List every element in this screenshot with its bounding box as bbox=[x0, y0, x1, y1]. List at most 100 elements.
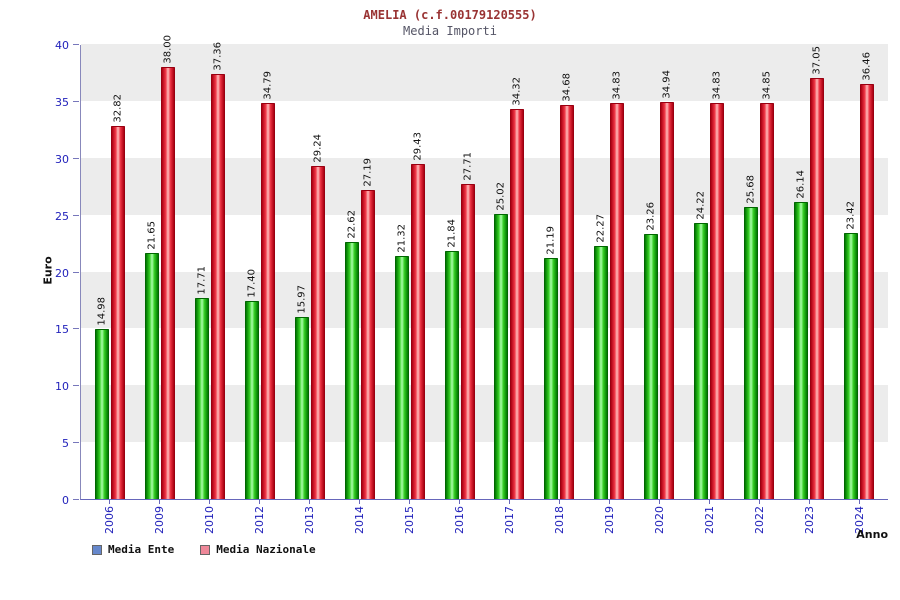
bar-group-2023: 26.14 37.05 bbox=[784, 45, 834, 499]
x-label-cell: 2018 bbox=[534, 500, 584, 543]
x-tick-mark bbox=[859, 500, 860, 504]
bar-column: 36.46 bbox=[860, 45, 875, 499]
bar-media-nazionale-2009 bbox=[160, 67, 175, 499]
bar-group-2015: 21.32 29.43 bbox=[385, 45, 435, 499]
bar-column: 38.00 bbox=[160, 35, 175, 499]
bar-group-2006: 14.98 32.82 bbox=[85, 45, 135, 499]
bar-column: 29.24 bbox=[310, 45, 325, 499]
x-tick-mark bbox=[609, 500, 610, 504]
legend-swatch-media-nazionale bbox=[200, 544, 211, 555]
x-tick-mark bbox=[159, 500, 160, 504]
y-tick-label: 35 bbox=[55, 95, 69, 109]
x-tick-label: 2006 bbox=[102, 506, 116, 534]
legend-item-media-ente: Media Ente bbox=[92, 543, 174, 556]
bar-group-2024: 23.42 36.46 bbox=[834, 45, 884, 499]
x-tick-label: 2012 bbox=[252, 506, 266, 534]
bar-value-label: 27.19 bbox=[362, 158, 374, 187]
bar-column: 22.62 bbox=[344, 45, 359, 499]
bar-media-nazionale-2014 bbox=[360, 190, 375, 499]
x-tick-label: 2019 bbox=[602, 506, 616, 534]
x-tick-label: 2013 bbox=[302, 506, 316, 534]
x-tick-mark bbox=[709, 500, 710, 504]
bar-column: 25.02 bbox=[494, 45, 509, 499]
x-tick-label: 2018 bbox=[552, 506, 566, 534]
x-tick-mark bbox=[509, 500, 510, 504]
bar-column: 27.71 bbox=[460, 45, 475, 499]
bar-group-2016: 21.84 27.71 bbox=[435, 45, 485, 499]
bar-column: 27.19 bbox=[360, 45, 375, 499]
bar-value-label: 37.05 bbox=[811, 46, 823, 75]
bar-column: 23.26 bbox=[644, 45, 659, 499]
bar-column: 32.82 bbox=[110, 45, 125, 499]
bar-media-nazionale-2023 bbox=[810, 78, 825, 499]
x-tick-mark bbox=[359, 500, 360, 504]
x-label-cell: 2010 bbox=[184, 500, 234, 543]
bar-value-label: 34.83 bbox=[611, 71, 623, 100]
x-label-cell: 2022 bbox=[734, 500, 784, 543]
bar-value-label: 23.42 bbox=[845, 201, 857, 230]
x-label-cell: 2015 bbox=[384, 500, 434, 543]
bar-column: 34.85 bbox=[760, 45, 775, 499]
legend-item-media-nazionale: Media Nazionale bbox=[200, 543, 316, 556]
chart-subtitle: Media Importi bbox=[403, 24, 497, 38]
bar-media-ente-2016 bbox=[444, 251, 459, 499]
x-label-cell: 2024 bbox=[834, 500, 884, 543]
bar-value-label: 25.68 bbox=[745, 175, 757, 204]
y-tick-mark bbox=[73, 271, 79, 273]
bar-column: 17.40 bbox=[244, 45, 259, 499]
bar-value-label: 24.22 bbox=[695, 191, 707, 220]
bar-value-label: 29.24 bbox=[312, 134, 324, 163]
bar-value-label: 22.27 bbox=[595, 214, 607, 243]
bar-media-ente-2012 bbox=[244, 301, 259, 499]
bar-media-ente-2023 bbox=[794, 202, 809, 499]
legend-swatch-media-ente bbox=[92, 544, 102, 555]
bar-media-nazionale-2021 bbox=[710, 103, 725, 499]
x-tick-label: 2009 bbox=[152, 506, 166, 534]
bar-column: 34.94 bbox=[660, 45, 675, 499]
bar-media-ente-2019 bbox=[594, 246, 609, 499]
bar-column: 34.68 bbox=[560, 45, 575, 499]
bar-media-nazionale-2024 bbox=[860, 84, 875, 499]
x-label-cell: 2017 bbox=[484, 500, 534, 543]
bar-group-2014: 22.62 27.19 bbox=[335, 45, 385, 499]
x-tick-mark bbox=[659, 500, 660, 504]
x-tick-label: 2015 bbox=[402, 506, 416, 534]
bar-value-label: 22.62 bbox=[346, 210, 358, 239]
bar-column: 29.43 bbox=[410, 45, 425, 499]
bar-group-2018: 21.19 34.68 bbox=[534, 45, 584, 499]
y-tick-mark bbox=[73, 44, 79, 45]
x-label-cell: 2016 bbox=[434, 500, 484, 543]
y-tick-label: 5 bbox=[62, 437, 69, 451]
y-tick-mark bbox=[73, 442, 79, 444]
x-tick-mark bbox=[209, 500, 210, 504]
bar-column: 34.79 bbox=[260, 45, 275, 499]
x-tick-mark bbox=[809, 500, 810, 504]
bar-value-label: 17.71 bbox=[196, 266, 208, 295]
bar-media-nazionale-2012 bbox=[260, 103, 275, 499]
x-label-cell: 2013 bbox=[284, 500, 334, 543]
bar-column: 14.98 bbox=[94, 45, 109, 499]
x-tick-mark bbox=[459, 500, 460, 504]
x-tick-mark bbox=[759, 500, 760, 504]
bar-media-nazionale-2017 bbox=[510, 109, 525, 499]
bar-value-label: 32.82 bbox=[112, 94, 124, 123]
y-tick-label: 30 bbox=[55, 152, 69, 166]
bar-value-label: 15.97 bbox=[296, 285, 308, 314]
bar-value-label: 34.85 bbox=[761, 71, 773, 100]
bar-group-2019: 22.27 34.83 bbox=[584, 45, 634, 499]
bar-group-2021: 24.22 34.83 bbox=[684, 45, 734, 499]
y-tick-mark bbox=[73, 214, 79, 216]
x-tick-label: 2023 bbox=[802, 506, 816, 534]
bar-value-label: 34.94 bbox=[661, 70, 673, 99]
bar-column: 26.14 bbox=[794, 45, 809, 499]
x-label-cell: 2023 bbox=[784, 500, 834, 543]
bar-group-2013: 15.97 29.24 bbox=[285, 45, 335, 499]
x-tick-label: 2014 bbox=[352, 506, 366, 534]
bar-group-2010: 17.71 37.36 bbox=[185, 42, 235, 499]
bar-column: 34.32 bbox=[510, 45, 525, 499]
bar-value-label: 21.84 bbox=[446, 219, 458, 248]
bar-column: 17.71 bbox=[194, 45, 209, 499]
x-axis: 2006 2009 2010 2012 2013 2014 2015 2016 2017 2018… bbox=[80, 500, 888, 543]
bar-value-label: 27.71 bbox=[462, 152, 474, 181]
